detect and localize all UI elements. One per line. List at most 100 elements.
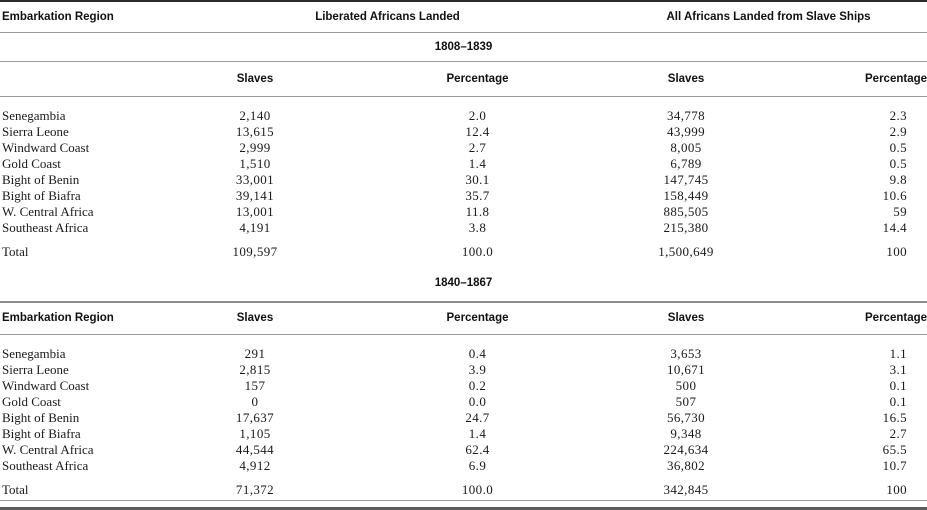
liberated-slaves-value: 13,001 — [235, 203, 275, 219]
liberated-slaves-value: 2,815 — [239, 362, 271, 377]
liberated-slaves-value: 17,637 — [235, 410, 275, 425]
table-row: Gold Coast 0 0.0 507 0.1 — [0, 394, 927, 410]
liberated-percentage-value: 12.4 — [465, 123, 490, 139]
liberated-slaves-value: 1,105 — [239, 426, 271, 441]
table-row: W. Central Africa 44,544 62.4 224,634 65.5 — [0, 442, 927, 458]
liberated-percentage-value: 0.2 — [468, 378, 487, 393]
liberated-percentage-value: 1.4 — [468, 155, 487, 171]
liberated-percentage-value: 0.0 — [468, 394, 487, 409]
all-slaves-value: 36,802 — [666, 458, 706, 473]
all-slaves-value: 8,005 — [670, 139, 702, 155]
all-percentage-value: 1.1 — [889, 346, 908, 361]
region-name: Sierra Leone — [2, 123, 69, 139]
all-slaves-value: 224,634 — [663, 442, 709, 457]
all-slaves-value: 6,789 — [670, 155, 702, 171]
all-percentage-value: 2.7 — [889, 426, 908, 441]
table-row: W. Central Africa 13,001 11.8 885,505 59 — [0, 204, 927, 220]
embarkation-region-header: Embarkation Region — [0, 301, 165, 335]
table-row: Bight of Biafra 1,105 1.4 9,348 2.7 — [0, 426, 927, 442]
region-name: Bight of Benin — [2, 171, 80, 187]
region-name: Windward Coast — [2, 139, 90, 155]
all-slaves-value: 34,778 — [666, 107, 706, 123]
region-name: Southeast Africa — [2, 458, 89, 473]
all-slaves-value: 158,449 — [663, 187, 709, 203]
region-name: Bight of Biafra — [2, 426, 81, 441]
all-percentage-value: 16.5 — [882, 410, 908, 425]
liberated-africans-group-header: Liberated Africans Landed — [165, 1, 611, 33]
liberated-slaves-header: Slaves — [165, 301, 345, 335]
all-percentage-value: 100 — [886, 482, 908, 497]
region-name: Total — [2, 243, 29, 259]
liberated-slaves-value: 4,191 — [239, 219, 271, 235]
liberated-percentage-value: 100.0 — [461, 243, 494, 259]
table-row: Southeast Africa 4,912 6.9 36,802 10.7 — [0, 458, 927, 474]
all-percentage-value: 59 — [893, 203, 908, 219]
all-percentage-value: 65.5 — [882, 442, 908, 457]
region-name: Bight of Benin — [2, 410, 80, 425]
liberated-percentage-value: 0.4 — [468, 346, 487, 361]
region-name: Gold Coast — [2, 394, 61, 409]
all-percentage-value: 2.3 — [889, 107, 908, 123]
all-percentage-value: 3.1 — [889, 362, 908, 377]
table-row: Senegambia 291 0.4 3,653 1.1 — [0, 335, 927, 363]
table-row: Sierra Leone 2,815 3.9 10,671 3.1 — [0, 362, 927, 378]
liberated-slaves-value: 1,510 — [239, 155, 271, 171]
region-name: W. Central Africa — [2, 203, 94, 219]
all-slaves-value: 507 — [675, 394, 697, 409]
table-row: Windward Coast 2,999 2.7 8,005 0.5 — [0, 140, 927, 156]
region-name: W. Central Africa — [2, 442, 94, 457]
group-header-row: Embarkation Region Liberated Africans La… — [0, 1, 927, 33]
table-row: Bight of Benin 17,637 24.7 56,730 16.5 — [0, 410, 927, 426]
all-percentage-header: Percentage — [762, 61, 927, 97]
embarkation-region-header: Embarkation Region — [0, 1, 165, 33]
liberated-percentage-value: 62.4 — [465, 442, 490, 457]
total-row: Total 71,372 100.0 342,845 100 — [0, 474, 927, 500]
period-row-1840-1867: 1840–1867 — [0, 265, 927, 303]
bottom-double-rule — [0, 500, 927, 510]
liberated-slaves-header: Slaves — [165, 61, 345, 97]
all-slaves-value: 3,653 — [670, 346, 702, 361]
all-percentage-value: 9.8 — [889, 171, 908, 187]
all-percentage-value: 14.4 — [882, 219, 908, 235]
period-label: 1840–1867 — [0, 265, 927, 303]
all-slaves-value: 1,500,649 — [658, 243, 714, 259]
liberated-slaves-value: 157 — [244, 378, 266, 393]
liberated-slaves-value: 291 — [244, 346, 266, 361]
region-name: Total — [2, 482, 29, 497]
liberated-percentage-value: 2.0 — [468, 107, 487, 123]
liberated-slaves-value: 13,615 — [235, 123, 275, 139]
section-1808-1839: 1808–1839 Slaves Percentage Slaves Perce… — [0, 32, 927, 266]
all-slaves-value: 885,505 — [663, 203, 709, 219]
liberated-percentage-header: Percentage — [345, 301, 611, 335]
region-name: Senegambia — [2, 107, 66, 123]
liberated-slaves-value: 2,999 — [239, 139, 271, 155]
period-label: 1808–1839 — [0, 32, 927, 62]
table-header: Embarkation Region Liberated Africans La… — [0, 1, 927, 33]
table-row: Gold Coast 1,510 1.4 6,789 0.5 — [0, 156, 927, 172]
table-row: Senegambia 2,140 2.0 34,778 2.3 — [0, 96, 927, 124]
liberated-percentage-value: 3.8 — [468, 219, 487, 235]
all-slaves-value: 342,845 — [663, 482, 709, 497]
liberated-slaves-value: 71,372 — [235, 482, 275, 497]
liberated-percentage-value: 1.4 — [468, 426, 487, 441]
table-row: Sierra Leone 13,615 12.4 43,999 2.9 — [0, 124, 927, 140]
all-percentage-value: 100 — [886, 243, 908, 259]
all-slaves-value: 500 — [675, 378, 697, 393]
table-row: Windward Coast 157 0.2 500 0.1 — [0, 378, 927, 394]
all-percentage-value: 0.5 — [889, 139, 908, 155]
table-row: Southeast Africa 4,191 3.8 215,380 14.4 — [0, 220, 927, 236]
all-slaves-value: 43,999 — [666, 123, 706, 139]
all-percentage-value: 0.5 — [889, 155, 908, 171]
all-slaves-value: 9,348 — [670, 426, 702, 441]
empty-corner-cell — [0, 61, 165, 97]
all-percentage-value: 10.7 — [882, 458, 908, 473]
liberated-slaves-value: 2,140 — [239, 107, 271, 123]
liberated-percentage-value: 3.9 — [468, 362, 487, 377]
all-slaves-value: 56,730 — [666, 410, 706, 425]
all-slaves-value: 147,745 — [663, 171, 709, 187]
table-row: Bight of Biafra 39,141 35.7 158,449 10.6 — [0, 188, 927, 204]
liberated-percentage-value: 11.8 — [465, 203, 490, 219]
region-name: Senegambia — [2, 346, 66, 361]
all-percentage-value: 10.6 — [882, 187, 908, 203]
